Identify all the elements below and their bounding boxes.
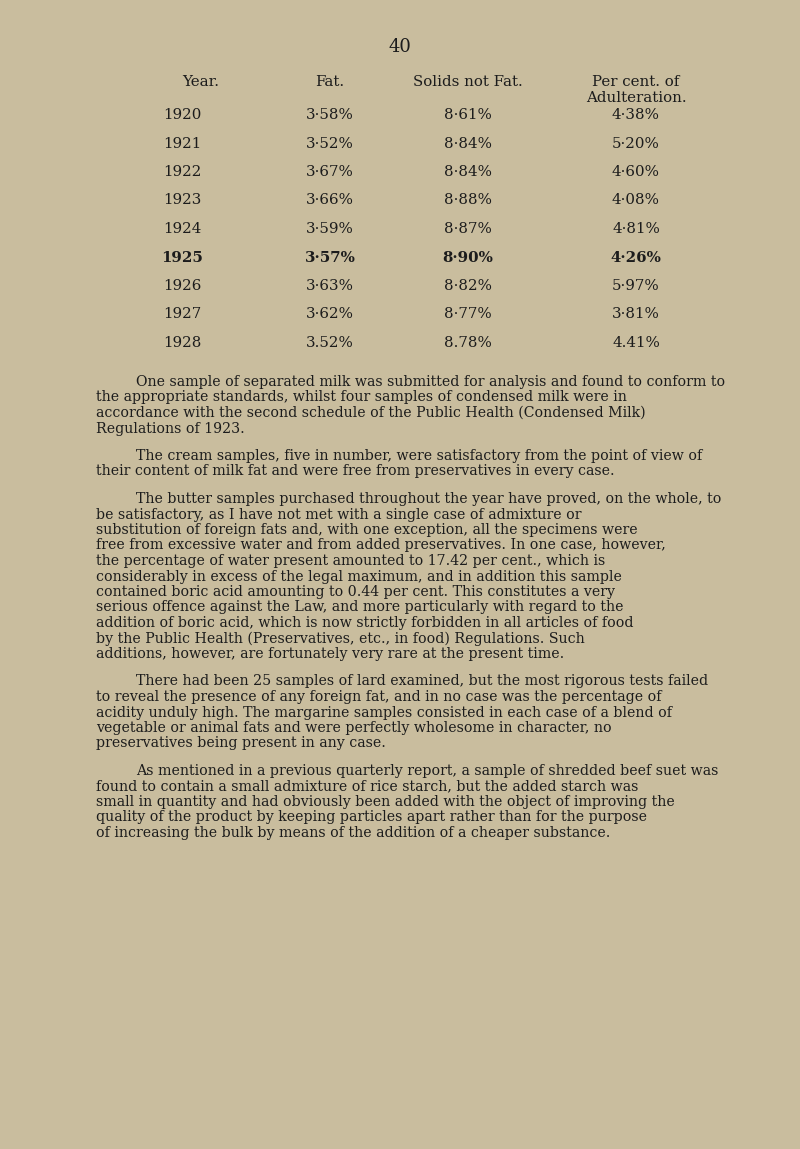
- Text: quality of the product by keeping particles apart rather than for the purpose: quality of the product by keeping partic…: [96, 810, 647, 825]
- Text: 1921: 1921: [163, 137, 201, 151]
- Text: be satisfactory, as I have not met with a single case of admixture or: be satisfactory, as I have not met with …: [96, 508, 582, 522]
- Text: vegetable or animal fats and were perfectly wholesome in character, no: vegetable or animal fats and were perfec…: [96, 722, 612, 735]
- Text: There had been 25 samples of lard examined, but the most rigorous tests failed: There had been 25 samples of lard examin…: [136, 674, 708, 688]
- Text: 4·26%: 4·26%: [610, 250, 662, 264]
- Text: 1920: 1920: [163, 108, 201, 122]
- Text: 8·77%: 8·77%: [444, 308, 492, 322]
- Text: the appropriate standards, whilst four samples of condensed milk were in: the appropriate standards, whilst four s…: [96, 391, 627, 404]
- Text: small in quantity and had obviously been added with the object of improving the: small in quantity and had obviously been…: [96, 795, 674, 809]
- Text: Solids not Fat.: Solids not Fat.: [413, 75, 523, 88]
- Text: Year.: Year.: [182, 75, 219, 88]
- Text: 5·20%: 5·20%: [612, 137, 660, 151]
- Text: As mentioned in a previous quarterly report, a sample of shredded beef suet was: As mentioned in a previous quarterly rep…: [136, 764, 718, 778]
- Text: 4·60%: 4·60%: [612, 165, 660, 179]
- Text: 8.78%: 8.78%: [444, 336, 492, 350]
- Text: preservatives being present in any case.: preservatives being present in any case.: [96, 737, 386, 750]
- Text: serious offence against the Law, and more particularly with regard to the: serious offence against the Law, and mor…: [96, 601, 623, 615]
- Text: their content of milk fat and were free from preservatives in every case.: their content of milk fat and were free …: [96, 464, 614, 478]
- Text: 8·87%: 8·87%: [444, 222, 492, 236]
- Text: 8·88%: 8·88%: [444, 193, 492, 208]
- Text: 3.52%: 3.52%: [306, 336, 354, 350]
- Text: The butter samples purchased throughout the year have proved, on the whole, to: The butter samples purchased throughout …: [136, 492, 722, 506]
- Text: Fat.: Fat.: [315, 75, 345, 88]
- Text: 3·63%: 3·63%: [306, 279, 354, 293]
- Text: 3·81%: 3·81%: [612, 308, 660, 322]
- Text: 4·81%: 4·81%: [612, 222, 660, 236]
- Text: Regulations of 1923.: Regulations of 1923.: [96, 422, 245, 435]
- Text: by the Public Health (Preservatives, etc., in food) Regulations. Such: by the Public Health (Preservatives, etc…: [96, 632, 585, 646]
- Text: 3·52%: 3·52%: [306, 137, 354, 151]
- Text: 8·61%: 8·61%: [444, 108, 492, 122]
- Text: addition of boric acid, which is now strictly forbidden in all articles of food: addition of boric acid, which is now str…: [96, 616, 634, 630]
- Text: accordance with the second schedule of the Public Health (Condensed Milk): accordance with the second schedule of t…: [96, 406, 646, 421]
- Text: 8·90%: 8·90%: [442, 250, 494, 264]
- Text: 3·59%: 3·59%: [306, 222, 354, 236]
- Text: Per cent. of: Per cent. of: [592, 75, 680, 88]
- Text: acidity unduly high. The margarine samples consisted in each case of a blend of: acidity unduly high. The margarine sampl…: [96, 705, 672, 719]
- Text: 1926: 1926: [163, 279, 201, 293]
- Text: 4.41%: 4.41%: [612, 336, 660, 350]
- Text: of increasing the bulk by means of the addition of a cheaper substance.: of increasing the bulk by means of the a…: [96, 826, 610, 840]
- Text: considerably in excess of the legal maximum, and in addition this sample: considerably in excess of the legal maxi…: [96, 570, 622, 584]
- Text: 4·38%: 4·38%: [612, 108, 660, 122]
- Text: 1927: 1927: [163, 308, 201, 322]
- Text: 4·08%: 4·08%: [612, 193, 660, 208]
- Text: 3·67%: 3·67%: [306, 165, 354, 179]
- Text: 5·97%: 5·97%: [612, 279, 660, 293]
- Text: 1925: 1925: [161, 250, 203, 264]
- Text: found to contain a small admixture of rice starch, but the added starch was: found to contain a small admixture of ri…: [96, 779, 638, 794]
- Text: The cream samples, five in number, were satisfactory from the point of view of: The cream samples, five in number, were …: [136, 449, 702, 463]
- Text: free from excessive water and from added preservatives. In one case, however,: free from excessive water and from added…: [96, 539, 666, 553]
- Text: 1922: 1922: [163, 165, 201, 179]
- Text: 3·62%: 3·62%: [306, 308, 354, 322]
- Text: the percentage of water present amounted to 17.42 per cent., which is: the percentage of water present amounted…: [96, 554, 606, 568]
- Text: 8·84%: 8·84%: [444, 137, 492, 151]
- Text: 40: 40: [389, 38, 411, 56]
- Text: contained boric acid amounting to 0.44 per cent. This constitutes a very: contained boric acid amounting to 0.44 p…: [96, 585, 615, 599]
- Text: 3·57%: 3·57%: [305, 250, 355, 264]
- Text: Adulteration.: Adulteration.: [586, 91, 686, 105]
- Text: additions, however, are fortunately very rare at the present time.: additions, however, are fortunately very…: [96, 647, 564, 661]
- Text: One sample of separated milk was submitted for analysis and found to conform to: One sample of separated milk was submitt…: [136, 375, 725, 390]
- Text: 3·66%: 3·66%: [306, 193, 354, 208]
- Text: 8·84%: 8·84%: [444, 165, 492, 179]
- Text: 3·58%: 3·58%: [306, 108, 354, 122]
- Text: 1923: 1923: [163, 193, 201, 208]
- Text: substitution of foreign fats and, with one exception, all the specimens were: substitution of foreign fats and, with o…: [96, 523, 638, 537]
- Text: to reveal the presence of any foreign fat, and in no case was the percentage of: to reveal the presence of any foreign fa…: [96, 691, 662, 704]
- Text: 8·82%: 8·82%: [444, 279, 492, 293]
- Text: 1924: 1924: [163, 222, 201, 236]
- Text: 1928: 1928: [163, 336, 201, 350]
